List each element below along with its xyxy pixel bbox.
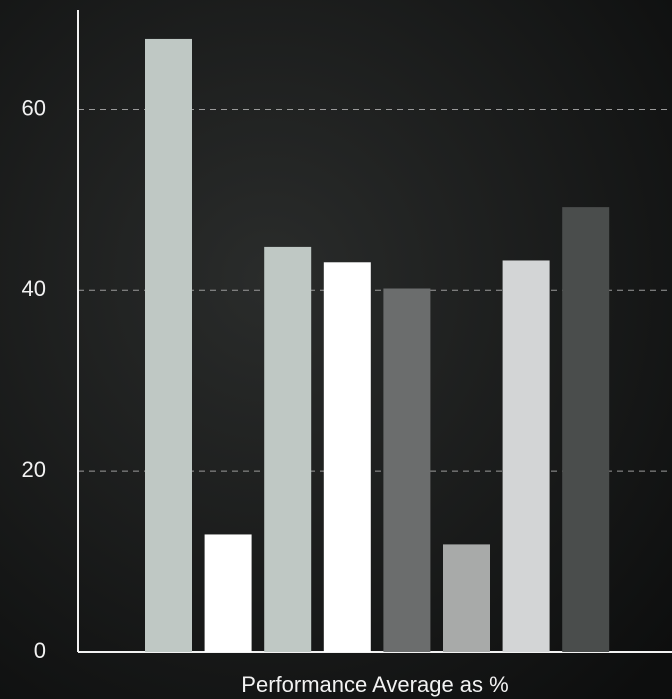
x-axis-label: Performance Average as %: [241, 672, 508, 697]
y-tick-label: 60: [22, 95, 46, 120]
bar: [383, 288, 431, 652]
bar: [204, 534, 252, 652]
bar: [145, 38, 192, 653]
bar: [443, 544, 490, 652]
y-tick-label: 0: [34, 638, 46, 663]
y-tick-label: 40: [22, 276, 46, 301]
y-tick-label: 20: [22, 457, 46, 482]
bar: [264, 246, 312, 652]
bar: [562, 207, 610, 652]
bar: [323, 262, 371, 652]
bar: [502, 260, 550, 652]
